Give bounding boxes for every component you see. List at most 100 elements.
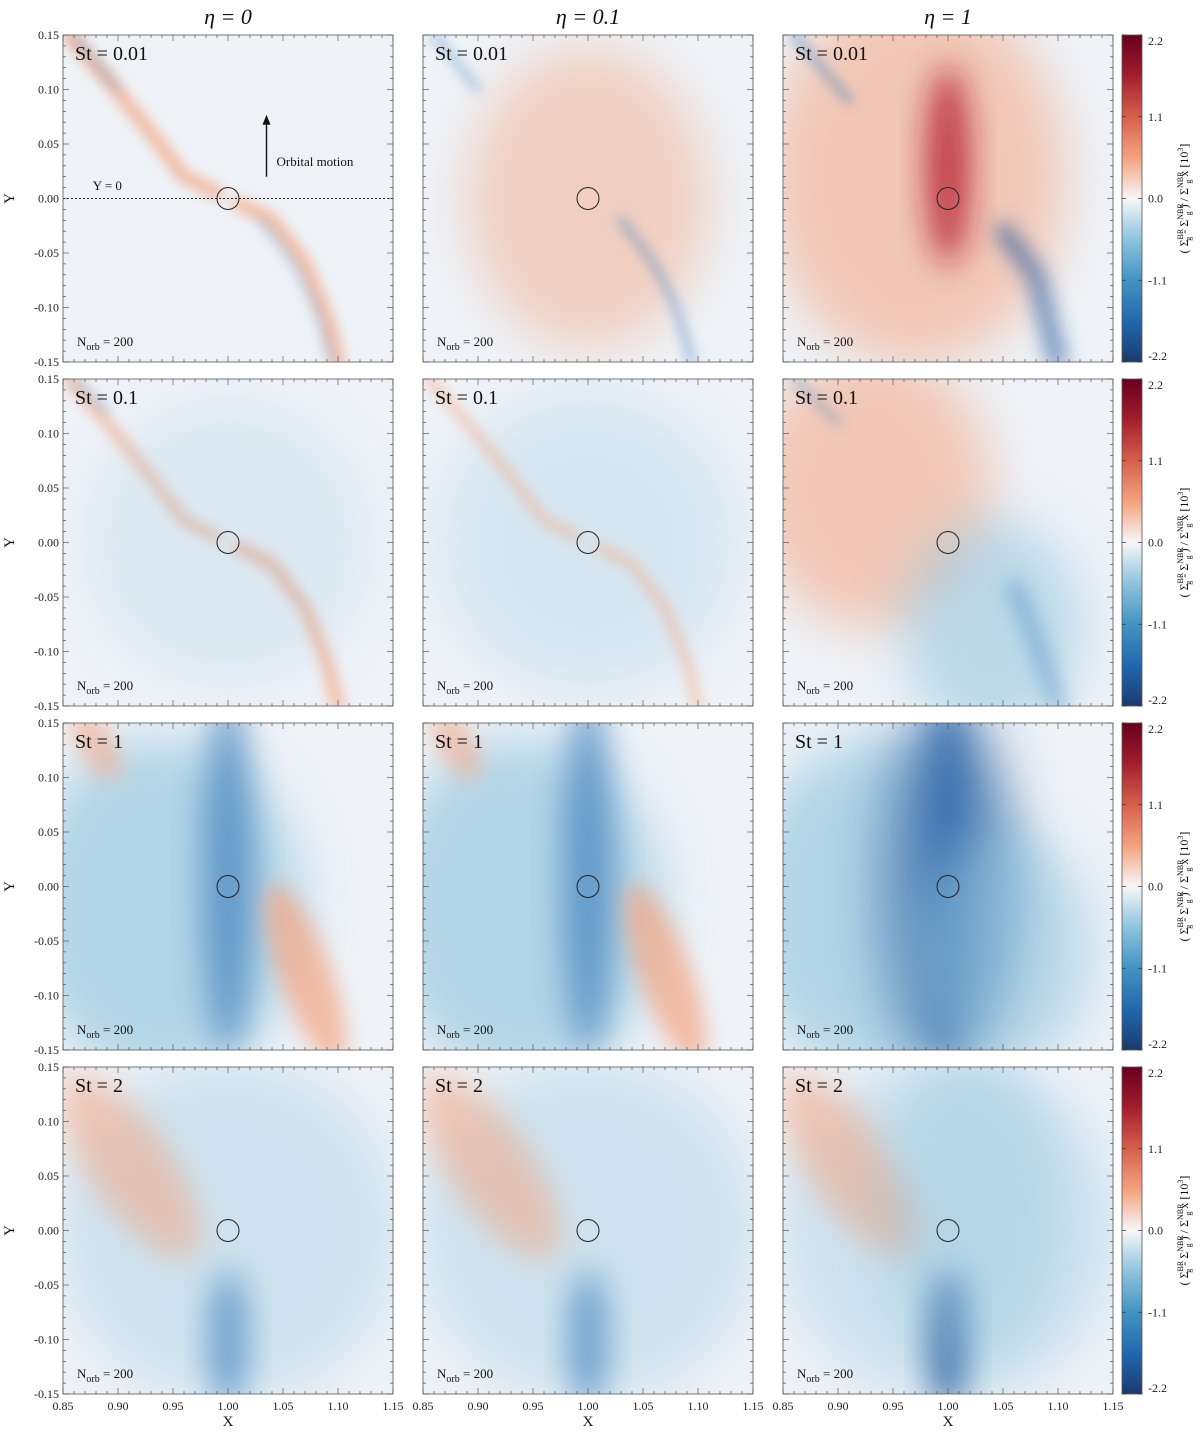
y-tick-label: 0.10 (38, 427, 59, 441)
colorbar-tick-label: 0.0 (1148, 1224, 1163, 1238)
x-tick-label: 0.95 (163, 1399, 184, 1413)
colorbar-tick-label: -1.1 (1148, 1305, 1167, 1319)
x-tick-label: 0.85 (413, 1399, 434, 1413)
y-tick-label: 0.10 (38, 771, 59, 785)
x-axis-title: X (223, 1414, 234, 1430)
colorbar-tick-label: 2.2 (1148, 378, 1163, 392)
colorbar-tick-label: 1.1 (1148, 1142, 1163, 1156)
colorbar-title: ( ΣBRg - ΣNBRg ) / ΣNBRg x [103] (1176, 832, 1193, 942)
stokes-label: St = 2 (75, 1075, 123, 1097)
x-axis: 0.85 0.90 0.95 1.00 1.05 1.10 1.15 X 0.85 0.90 0.9… (53, 1399, 1124, 1430)
x-tick-label: 1.05 (633, 1399, 654, 1413)
colorbar-tick-label: 2.2 (1148, 1066, 1163, 1080)
y-axis-title: Y (2, 537, 18, 548)
y-tick-label: -0.15 (34, 1387, 59, 1401)
stokes-label: St = 0.01 (795, 43, 868, 65)
x-tick-label: 1.05 (273, 1399, 294, 1413)
colorbar-tick-label: -1.1 (1148, 617, 1167, 631)
colorbar-title: ( ΣBRg - ΣNBRg ) / ΣNBRg x [103] (1176, 144, 1193, 254)
arrow-head-icon (262, 114, 271, 125)
y-tick-label: -0.15 (34, 1043, 59, 1057)
density-field (423, 379, 738, 706)
orbital-motion-label: Orbital motion (277, 154, 354, 169)
heatmap-panel: 0.15 0.10 0.05 0.00 -0.05 -0.10 -0.15 Y St = 0.1… (2, 372, 394, 713)
heatmap-panel: St = 0.01 Norb = 200 (422, 34, 754, 363)
planet-marker (576, 875, 600, 898)
norb-label: Norb = 200 (437, 334, 493, 353)
colorbar-tick-label: 1.1 (1148, 454, 1163, 468)
heatmap-panel: St = 0.01 Norb = 200 (782, 34, 1114, 363)
colorbar-tick-label: -1.1 (1148, 273, 1167, 287)
colorbar: 2.2 1.1 0.0 -1.1 -2.2 ( ΣBRg - ΣNBRg ) / ΣNBR… (1121, 378, 1193, 707)
y-tick-label: 0.00 (38, 536, 59, 550)
stokes-label: St = 1 (75, 731, 123, 753)
planet-marker (576, 1219, 600, 1242)
y-tick-label: 0.05 (38, 825, 59, 839)
colorbar-title: ( ΣBRg - ΣNBRg ) / ΣNBRg x [103] (1176, 488, 1193, 598)
colorbar: 2.2 1.1 0.0 -1.1 -2.2 ( ΣBRg - ΣNBRg ) / ΣNBR… (1121, 1066, 1193, 1395)
colorbar: 2.2 1.1 0.0 -1.1 -2.2 ( ΣBRg - ΣNBRg ) / ΣNBR… (1121, 722, 1193, 1051)
x-tick-label: 0.95 (523, 1399, 544, 1413)
x-tick-label: 1.10 (688, 1399, 709, 1413)
colorbar-title: ( ΣBRg - ΣNBRg ) / ΣNBRg x [103] (1176, 1176, 1193, 1286)
y-axis-title: Y (2, 1225, 18, 1236)
y-tick-label: 0.10 (38, 1115, 59, 1129)
y-tick-label: 0.05 (38, 137, 59, 151)
heatmap-panel: St = 2 Norb = 200 (782, 1066, 1114, 1395)
y-tick-label: 0.15 (38, 1060, 59, 1074)
y-zero-label: Y = 0 (93, 178, 122, 193)
planet-marker (936, 875, 960, 898)
x-tick-label: 0.90 (468, 1399, 489, 1413)
column-title: η = 0.1 (556, 4, 620, 29)
column-titles: η = 0 η = 0.1 η = 1 (204, 4, 972, 29)
y-tick-label: -0.10 (34, 1333, 59, 1347)
y-tick-label: 0.15 (38, 716, 59, 730)
planet-marker (936, 1219, 960, 1242)
y-tick-label: -0.15 (34, 355, 59, 369)
planet-marker (936, 531, 960, 554)
y-tick-label: 0.15 (38, 372, 59, 386)
heatmap-panel: 0.15 0.10 0.05 0.00 -0.05 -0.10 -0.15 Y St = 1 No… (2, 716, 394, 1057)
stokes-label: St = 0.1 (435, 387, 498, 409)
colorbar-tick-label: 2.2 (1148, 722, 1163, 736)
colorbar-tick-label: 0.0 (1148, 192, 1163, 206)
y-tick-label: -0.05 (34, 934, 59, 948)
norb-label: Norb = 200 (77, 678, 133, 697)
colorbar-tick-label: 2.2 (1148, 34, 1163, 48)
x-tick-label: 1.00 (218, 1399, 239, 1413)
density-field (63, 35, 345, 362)
planet-marker (216, 187, 240, 210)
x-tick-label: 0.95 (883, 1399, 904, 1413)
colorbar-tick-label: 0.0 (1148, 880, 1163, 894)
stokes-label: St = 0.1 (795, 387, 858, 409)
norb-label: Norb = 200 (797, 334, 853, 353)
density-field (63, 379, 368, 706)
density-field (783, 1067, 1113, 1394)
stokes-label: St = 2 (795, 1075, 843, 1097)
norb-label: Norb = 200 (77, 1022, 133, 1041)
colorbar-tick-label: 1.1 (1148, 110, 1163, 124)
y-tick-label: -0.10 (34, 645, 59, 659)
stokes-label: St = 0.01 (75, 43, 148, 65)
density-field (63, 723, 346, 1050)
y-tick-label: 0.15 (38, 28, 59, 42)
density-field (783, 35, 1066, 362)
heatmap-panel: St = 0.1 Norb = 200 (422, 378, 754, 707)
density-field (423, 723, 706, 1050)
norb-label: Norb = 200 (437, 678, 493, 697)
planet-marker (216, 875, 240, 898)
column-title: η = 1 (924, 4, 972, 29)
density-field (63, 1067, 393, 1394)
x-tick-label: 1.15 (743, 1399, 764, 1413)
norb-label: Norb = 200 (437, 1366, 493, 1385)
planet-marker (216, 1219, 240, 1242)
planet-marker (576, 531, 600, 554)
colorbar-tick-label: -2.2 (1148, 349, 1167, 363)
y-tick-label: -0.05 (34, 246, 59, 260)
y-tick-label: 0.05 (38, 1169, 59, 1183)
colorbars: 2.2 1.1 0.0 -1.1 -2.2 ( ΣBRg - ΣNBRg ) / ΣNBR… (1121, 34, 1193, 1395)
y-tick-label: 0.00 (38, 192, 59, 206)
planet-marker (216, 531, 240, 554)
x-tick-label: 1.15 (1103, 1399, 1124, 1413)
